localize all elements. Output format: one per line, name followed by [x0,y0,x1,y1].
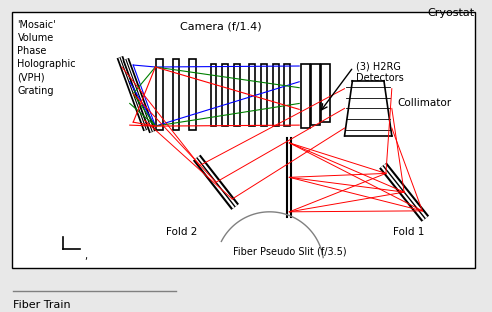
Bar [156,59,163,130]
Text: Collimator: Collimator [398,99,452,109]
Bar [273,64,278,126]
Bar [234,64,240,126]
Bar [311,64,320,125]
Text: Fiber Pseudo Slit (f/3.5): Fiber Pseudo Slit (f/3.5) [233,246,346,256]
Bar [301,64,310,128]
Text: Cryostat: Cryostat [428,8,475,18]
Bar [211,64,216,126]
Text: Fiber Train: Fiber Train [13,300,71,310]
Bar [284,64,290,126]
Text: ,: , [85,251,88,261]
Text: Camera (f/1.4): Camera (f/1.4) [180,22,261,32]
Bar [261,64,267,126]
Text: (3) H2RG
Detectors: (3) H2RG Detectors [356,61,404,83]
Bar [321,64,330,122]
Bar [173,59,180,130]
Bar [189,59,196,130]
Text: Fold 2: Fold 2 [166,227,198,236]
Bar [249,64,255,126]
Text: Fold 1: Fold 1 [393,227,424,236]
Bar [11,12,475,268]
Bar [222,64,228,126]
Text: 'Mosaic'
Volume
Phase
Holographic
(VPH)
Grating: 'Mosaic' Volume Phase Holographic (VPH) … [17,20,76,96]
